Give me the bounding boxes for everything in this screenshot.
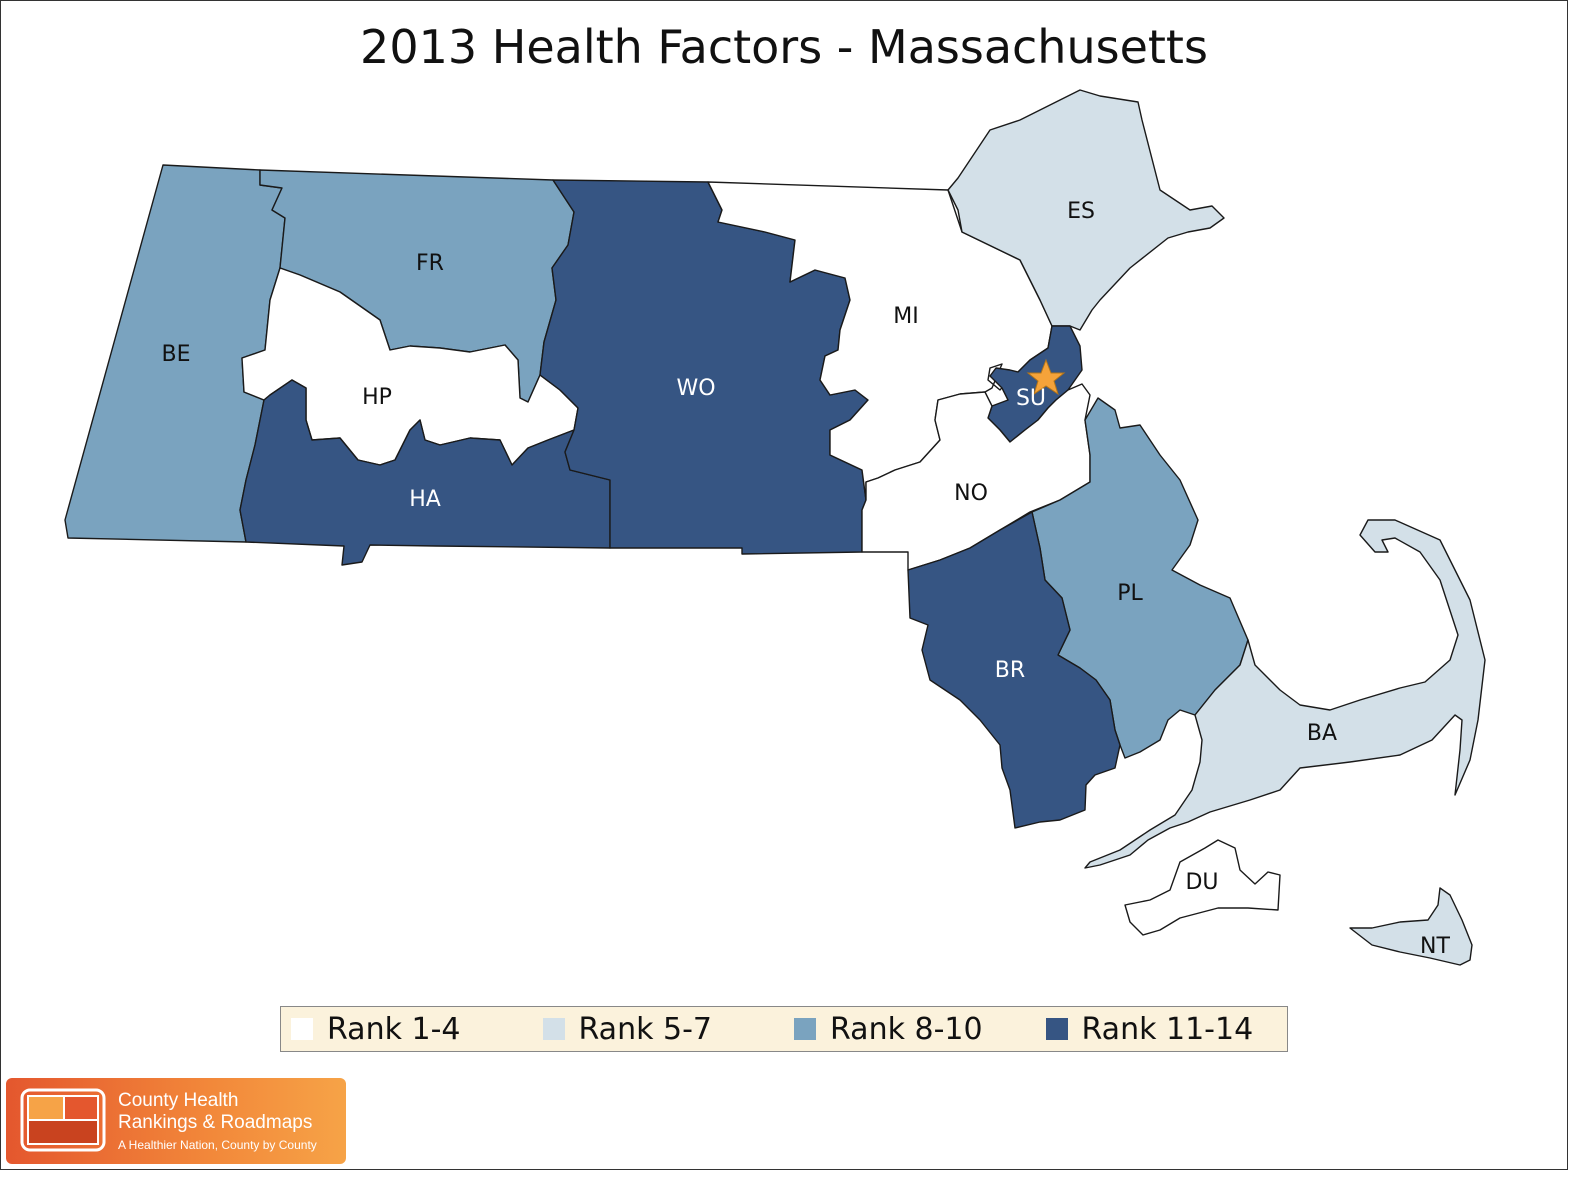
county-norfolk[interactable] [861,383,1091,571]
county-label-hampshire: HP [362,385,392,410]
county-label-hampden: HA [409,487,441,512]
county-dukes[interactable] [1124,839,1281,936]
county-label-franklin: FR [416,251,444,276]
county-nantucket[interactable] [1349,887,1473,966]
legend-item-rank-8-10: Rank 8-10 [784,1012,1036,1047]
county-label-worcester: WO [676,376,715,401]
county-barnstable[interactable] [1084,519,1486,869]
logo-name-line-2: Rankings & Roadmaps [118,1112,313,1133]
county-label-essex: ES [1067,199,1095,224]
county-label-suffolk: SU [1016,386,1046,411]
county-label-bristol: BR [995,658,1025,683]
logo-mark-icon [20,1088,106,1152]
county-label-middlesex: MI [893,304,918,329]
county-label-nantucket: NT [1420,934,1450,959]
map-title: 2013 Health Factors - Massachusetts [360,20,1208,74]
legend-label: Rank 11-14 [1081,1011,1254,1047]
county-hampden[interactable] [239,379,611,566]
massachusetts-map: BE FR HP HA WO MI ES SU NO PL BR BA DU N… [64,89,1486,966]
legend-swatch [1045,1018,1068,1040]
county-health-rankings-logo: County Health Rankings & Roadmaps A Heal… [6,1078,346,1164]
county-label-plymouth: PL [1117,581,1143,606]
legend-swatch [794,1018,816,1040]
legend-label: Rank 1-4 [327,1011,461,1047]
logo-name-line-1: County Health [118,1090,239,1111]
county-label-norfolk: NO [954,481,988,506]
legend-swatch [291,1018,313,1040]
legend-item-rank-5-7: Rank 5-7 [533,1012,785,1047]
county-label-dukes: DU [1185,870,1218,895]
legend-swatch [542,1018,565,1040]
logo-tagline: A Healthier Nation, County by County [118,1138,317,1152]
county-essex[interactable] [947,89,1225,331]
legend-label: Rank 5-7 [578,1011,713,1047]
map-legend: Rank 1-4 Rank 5-7 Rank 8-10 Rank 11-14 [280,1006,1288,1052]
capital-star-icon [1026,358,1066,396]
county-bristol[interactable] [907,511,1121,829]
legend-label: Rank 8-10 [830,1011,983,1047]
county-label-berkshire: BE [162,342,191,367]
county-label-barnstable: BA [1307,721,1337,746]
legend-item-rank-1-4: Rank 1-4 [281,1012,533,1047]
legend-item-rank-11-14: Rank 11-14 [1036,1012,1288,1047]
